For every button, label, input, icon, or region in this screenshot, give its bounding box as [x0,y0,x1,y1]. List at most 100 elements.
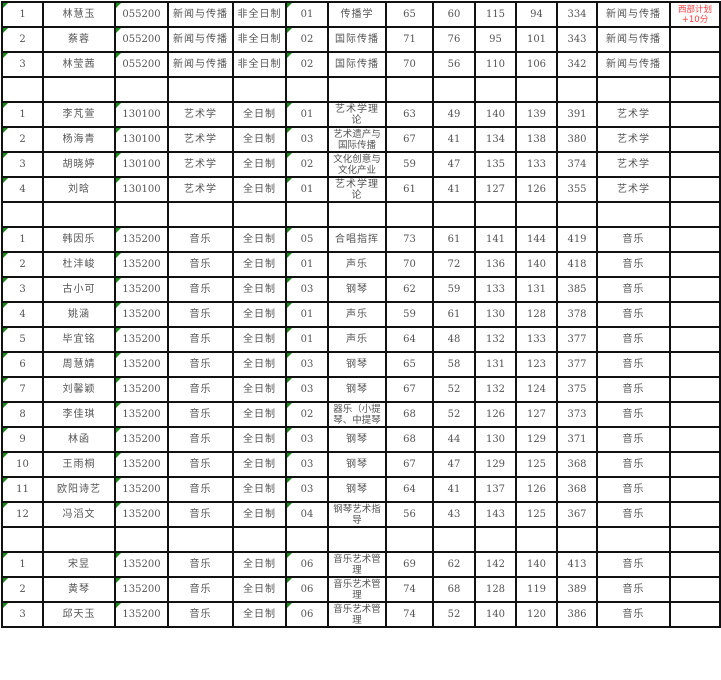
direction-code-cell[interactable]: 01 [285,326,329,353]
admitted-major-cell[interactable]: 音乐 [596,601,671,628]
remarks-cell[interactable] [669,76,721,103]
foreign-language-score-cell[interactable]: 59 [432,276,476,303]
total-score-cell[interactable]: 375 [556,376,598,403]
study-mode-cell[interactable]: 全日制 [232,226,287,253]
student-name-cell[interactable]: 刘馨颖 [42,376,116,403]
direction-name-cell[interactable]: 国际传播 [327,51,387,78]
total-score-cell[interactable]: 373 [556,401,598,428]
study-mode-cell[interactable] [232,201,287,228]
politics-score-cell[interactable]: 74 [385,601,434,628]
student-name-cell[interactable]: 欧阳诗艺 [42,476,116,503]
direction-code-cell[interactable]: 06 [285,576,329,603]
student-name-cell[interactable]: 冯滔文 [42,501,116,528]
study-mode-cell[interactable]: 全日制 [232,176,287,203]
major-name-cell[interactable]: 新闻与传播 [167,26,234,53]
major-code-cell[interactable]: 135200 [114,501,169,528]
direction-name-cell[interactable]: 钢琴 [327,451,387,478]
remarks-cell[interactable] [669,576,721,603]
subject-1-score-cell[interactable]: 136 [474,251,517,278]
direction-code-cell[interactable]: 03 [285,276,329,303]
total-score-cell[interactable]: 413 [556,551,598,578]
major-code-cell[interactable]: 135200 [114,376,169,403]
direction-name-cell[interactable]: 钢琴 [327,476,387,503]
direction-name-cell[interactable]: 器乐（小提琴、中提琴 [327,401,387,428]
direction-code-cell[interactable]: 01 [285,176,329,203]
direction-name-cell[interactable]: 钢琴 [327,376,387,403]
admitted-major-cell[interactable]: 音乐 [596,426,671,453]
subject-1-score-cell[interactable]: 130 [474,426,517,453]
remarks-cell[interactable] [669,301,721,328]
student-name-cell[interactable]: 蔡蓉 [42,26,116,53]
total-score-cell[interactable]: 418 [556,251,598,278]
study-mode-cell[interactable]: 全日制 [232,301,287,328]
study-mode-cell[interactable]: 全日制 [232,276,287,303]
remarks-cell[interactable] [669,451,721,478]
direction-name-cell[interactable]: 音乐艺术管理 [327,601,387,628]
admitted-major-cell[interactable] [596,526,671,553]
remarks-cell[interactable] [669,201,721,228]
direction-name-cell[interactable]: 声乐 [327,301,387,328]
major-code-cell[interactable]: 055200 [114,26,169,53]
admitted-major-cell[interactable]: 音乐 [596,301,671,328]
politics-score-cell[interactable] [385,76,434,103]
row-number-cell[interactable]: 10 [1,451,44,478]
total-score-cell[interactable]: 380 [556,126,598,153]
admitted-major-cell[interactable]: 艺术学 [596,126,671,153]
row-number-cell[interactable]: 2 [1,576,44,603]
politics-score-cell[interactable]: 70 [385,51,434,78]
admitted-major-cell[interactable]: 艺术学 [596,176,671,203]
remarks-cell[interactable] [669,501,721,528]
politics-score-cell[interactable] [385,526,434,553]
subject-1-score-cell[interactable]: 137 [474,476,517,503]
major-code-cell[interactable]: 135200 [114,251,169,278]
major-name-cell[interactable] [167,201,234,228]
foreign-language-score-cell[interactable]: 56 [432,51,476,78]
politics-score-cell[interactable]: 59 [385,151,434,178]
subject-1-score-cell[interactable]: 95 [474,26,517,53]
major-code-cell[interactable]: 135200 [114,301,169,328]
total-score-cell[interactable]: 343 [556,26,598,53]
major-name-cell[interactable]: 音乐 [167,576,234,603]
major-code-cell[interactable] [114,76,169,103]
politics-score-cell[interactable]: 68 [385,426,434,453]
row-number-cell[interactable] [1,76,44,103]
study-mode-cell[interactable]: 全日制 [232,251,287,278]
direction-name-cell[interactable] [327,526,387,553]
subject-2-score-cell[interactable]: 144 [515,226,558,253]
subject-1-score-cell[interactable]: 134 [474,126,517,153]
total-score-cell[interactable]: 368 [556,451,598,478]
direction-name-cell[interactable]: 传播学 [327,1,387,28]
student-name-cell[interactable] [42,201,116,228]
subject-2-score-cell[interactable]: 125 [515,451,558,478]
major-name-cell[interactable]: 新闻与传播 [167,1,234,28]
total-score-cell[interactable]: 385 [556,276,598,303]
row-number-cell[interactable]: 4 [1,301,44,328]
study-mode-cell[interactable]: 全日制 [232,351,287,378]
direction-code-cell[interactable]: 01 [285,1,329,28]
total-score-cell[interactable]: 334 [556,1,598,28]
major-code-cell[interactable]: 135200 [114,351,169,378]
foreign-language-score-cell[interactable] [432,201,476,228]
remarks-cell[interactable] [669,526,721,553]
direction-code-cell[interactable]: 03 [285,451,329,478]
foreign-language-score-cell[interactable]: 76 [432,26,476,53]
admitted-major-cell[interactable]: 音乐 [596,401,671,428]
study-mode-cell[interactable]: 全日制 [232,576,287,603]
row-number-cell[interactable]: 3 [1,276,44,303]
admitted-major-cell[interactable]: 艺术学 [596,151,671,178]
subject-2-score-cell[interactable]: 125 [515,501,558,528]
admitted-major-cell[interactable]: 音乐 [596,501,671,528]
subject-2-score-cell[interactable]: 140 [515,251,558,278]
subject-1-score-cell[interactable]: 132 [474,326,517,353]
student-name-cell[interactable]: 姚涵 [42,301,116,328]
row-number-cell[interactable]: 2 [1,251,44,278]
study-mode-cell[interactable]: 全日制 [232,376,287,403]
politics-score-cell[interactable]: 74 [385,576,434,603]
row-number-cell[interactable]: 12 [1,501,44,528]
foreign-language-score-cell[interactable]: 41 [432,476,476,503]
direction-code-cell[interactable]: 01 [285,301,329,328]
admitted-major-cell[interactable]: 音乐 [596,226,671,253]
politics-score-cell[interactable]: 69 [385,551,434,578]
total-score-cell[interactable]: 371 [556,426,598,453]
major-name-cell[interactable]: 音乐 [167,226,234,253]
